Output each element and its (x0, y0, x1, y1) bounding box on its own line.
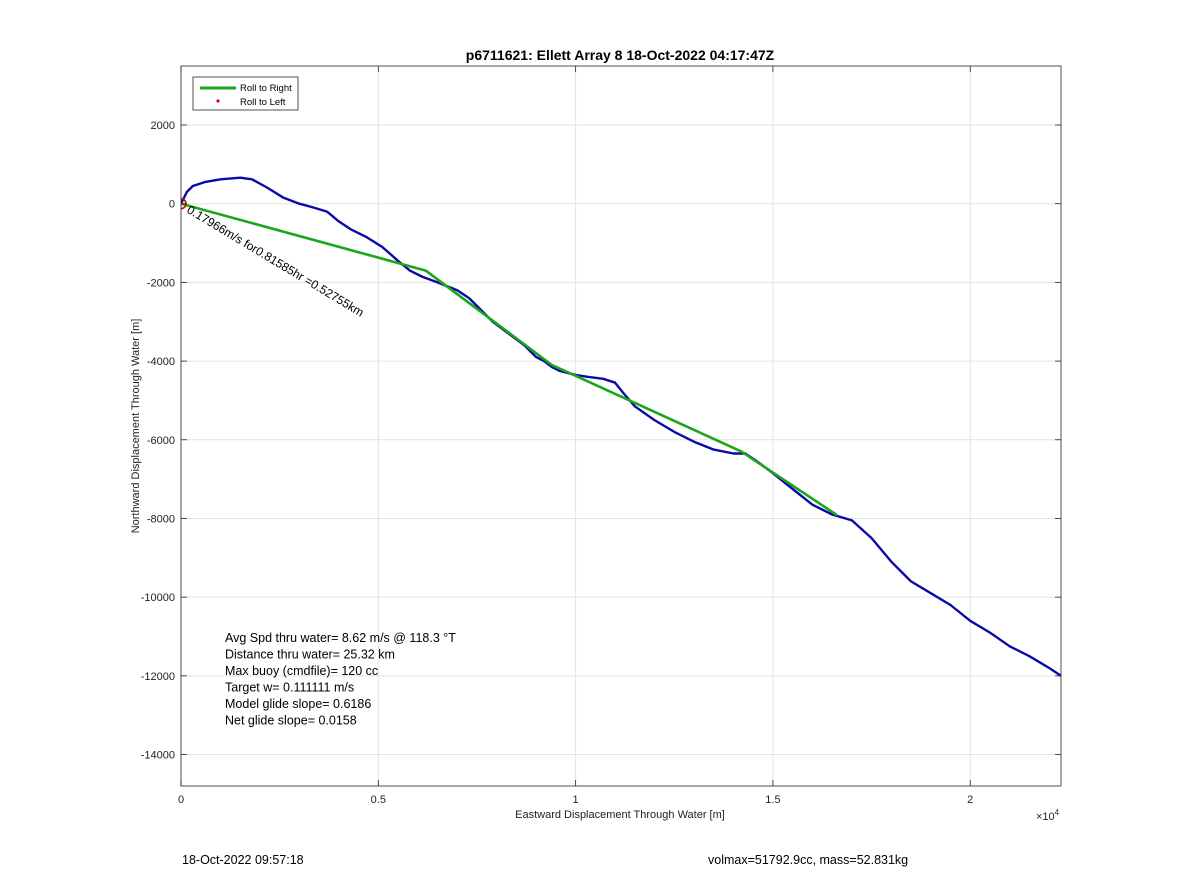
chart-title: p6711621: Ellett Array 8 18-Oct-2022 04:… (466, 47, 775, 63)
x-ticks: 0 0.5 1 1.5 2 (178, 66, 973, 806)
stat-line: Distance thru water= 25.32 km (225, 648, 395, 662)
x-tick-label: 0 (178, 794, 184, 806)
stat-line: Model glide slope= 0.6186 (225, 697, 371, 711)
y-tick-label: -4000 (147, 356, 175, 368)
footer-timestamp: 18-Oct-2022 09:57:18 (182, 853, 304, 867)
legend-box (192, 76, 299, 111)
y-tick-label: 0 (169, 199, 175, 211)
y-tick-label: -2000 (147, 277, 175, 289)
x-tick-label: 1.5 (765, 794, 780, 806)
y-tick-label: 2000 (151, 120, 175, 132)
stats-block: Avg Spd thru water= 8.62 m/s @ 118.3 °T D… (225, 631, 456, 728)
y-ticks: 2000 0 -2000 -4000 -6000 -8000 -10000 -12000 -14… (141, 120, 1061, 762)
x-tick-label: 2 (967, 794, 973, 806)
legend-dot-roll-left (216, 99, 220, 103)
y-tick-label: -10000 (141, 592, 175, 604)
axes-frame (180, 65, 1062, 787)
y-tick-label: -6000 (147, 435, 175, 447)
y-tick-label: -8000 (147, 513, 175, 525)
roll-right-segment-line (181, 202, 838, 516)
stat-line: Avg Spd thru water= 8.62 m/s @ 118.3 °T (225, 631, 456, 645)
footer-volmax-mass: volmax=51792.9cc, mass=52.831kg (708, 853, 908, 867)
y-axis-label: Northward Displacement Through Water [m] (130, 319, 142, 534)
legend: Roll to Right Roll to Left (192, 76, 299, 111)
y-tick-label: -14000 (141, 750, 175, 762)
grid (180, 66, 1061, 786)
x-multiplier: ×104 (1036, 808, 1060, 823)
x-tick-label: 0.5 (371, 794, 386, 806)
stat-line: Max buoy (cmdfile)= 120 cc (225, 664, 378, 678)
x-tick-label: 1 (573, 794, 579, 806)
stat-line: Net glide slope= 0.0158 (225, 714, 357, 728)
stat-line: Target w= 0.111111 m/s (225, 681, 354, 695)
y-tick-label: -12000 (141, 671, 175, 683)
legend-label-roll-right: Roll to Right (240, 83, 292, 94)
plot-area (181, 176, 1061, 677)
glider-track-line (181, 176, 1061, 677)
x-axis-label: Eastward Displacement Through Water [m] (515, 809, 725, 821)
legend-label-roll-left: Roll to Left (240, 97, 286, 108)
